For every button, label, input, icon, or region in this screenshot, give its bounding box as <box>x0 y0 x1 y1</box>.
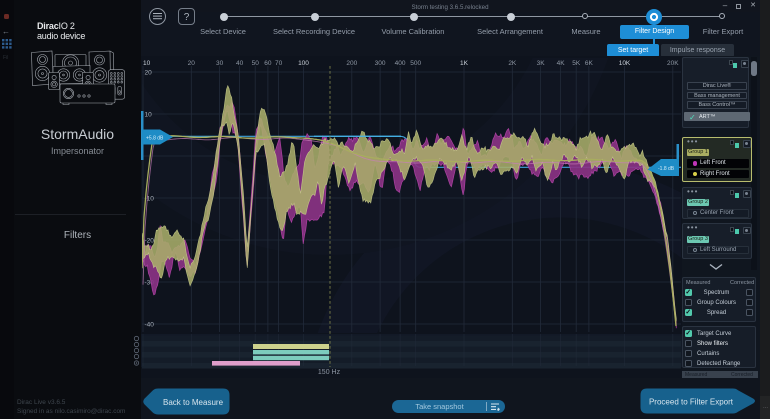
svg-text:-30: -30 <box>145 280 155 287</box>
svg-text:-10: -10 <box>145 196 155 203</box>
svg-text:+5.8 dB: +5.8 dB <box>146 136 164 142</box>
svg-text:4K: 4K <box>557 60 566 67</box>
svg-text:40: 40 <box>236 60 244 67</box>
svg-text:100: 100 <box>298 60 309 67</box>
svg-text:50: 50 <box>252 60 260 67</box>
svg-text:150 Hz: 150 Hz <box>318 369 341 376</box>
svg-text:10K: 10K <box>619 60 631 67</box>
svg-text:200: 200 <box>346 60 357 67</box>
svg-text:30: 30 <box>216 60 224 67</box>
svg-text:5K: 5K <box>572 60 581 67</box>
svg-text:70: 70 <box>275 60 283 67</box>
svg-text:2K: 2K <box>508 60 517 67</box>
svg-text:300: 300 <box>375 60 386 67</box>
svg-text:500: 500 <box>410 60 421 67</box>
svg-text:Proceed to Filter Export: Proceed to Filter Export <box>649 397 734 406</box>
svg-text:20: 20 <box>145 70 153 77</box>
svg-text:-20: -20 <box>145 238 155 245</box>
svg-text:20: 20 <box>188 60 196 67</box>
svg-text:60: 60 <box>264 60 272 67</box>
svg-text:3K: 3K <box>537 60 546 67</box>
svg-text:6K: 6K <box>585 60 594 67</box>
svg-text:10: 10 <box>143 60 151 67</box>
svg-text:20K: 20K <box>667 60 679 67</box>
svg-text:1K: 1K <box>460 60 469 67</box>
svg-text:-40: -40 <box>145 322 155 329</box>
svg-text:10: 10 <box>145 112 153 119</box>
svg-text:Back to Measure: Back to Measure <box>163 397 224 406</box>
svg-text:400: 400 <box>395 60 406 67</box>
svg-text:-1.8 dB: -1.8 dB <box>658 166 675 172</box>
